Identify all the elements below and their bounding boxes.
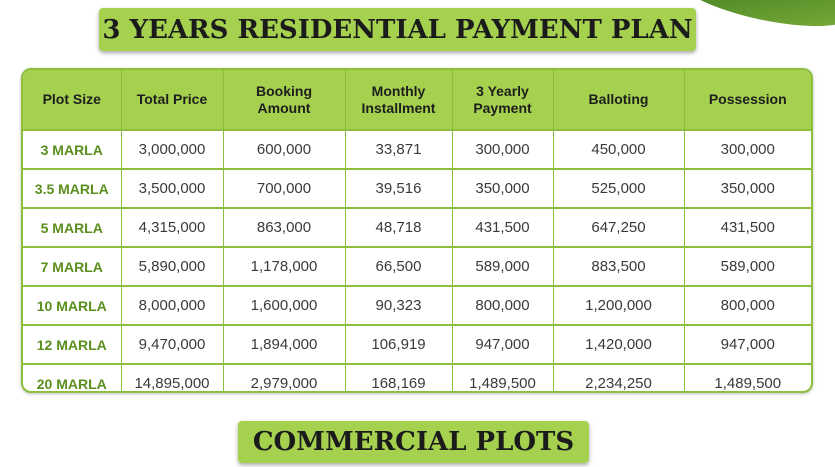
total-price-cell: 3,500,000	[121, 168, 224, 208]
table-row: 10 MARLA 8,000,000 1,600,000 90,323 800,…	[23, 285, 811, 325]
yearly-payment-cell: 800,000	[452, 285, 554, 325]
monthly-installment-cell: 39,516	[345, 168, 453, 208]
table-row: 3 MARLA 3,000,000 600,000 33,871 300,000…	[23, 129, 811, 169]
booking-amount-cell: 700,000	[223, 168, 346, 208]
table-row: 12 MARLA 9,470,000 1,894,000 106,919 947…	[23, 324, 811, 364]
table-row: 20 MARLA 14,895,000 2,979,000 168,169 1,…	[23, 363, 811, 391]
monthly-installment-cell: 33,871	[345, 129, 453, 169]
yearly-payment-cell: 589,000	[452, 246, 554, 286]
header-balloting: Balloting	[553, 70, 685, 130]
table-row: 7 MARLA 5,890,000 1,178,000 66,500 589,0…	[23, 246, 811, 286]
total-price-cell: 5,890,000	[121, 246, 224, 286]
header-yearly-payment: 3 Yearly Payment	[452, 70, 554, 130]
possession-cell: 1,489,500	[684, 363, 811, 391]
balloting-cell: 883,500	[553, 246, 685, 286]
total-price-cell: 9,470,000	[121, 324, 224, 364]
plot-size-cell: 7 MARLA	[23, 246, 122, 286]
balloting-cell: 2,234,250	[553, 363, 685, 391]
balloting-cell: 647,250	[553, 207, 685, 247]
monthly-installment-cell: 168,169	[345, 363, 453, 391]
header-total-price: Total Price	[121, 70, 224, 130]
monthly-installment-cell: 106,919	[345, 324, 453, 364]
balloting-cell: 525,000	[553, 168, 685, 208]
yearly-payment-cell: 947,000	[452, 324, 554, 364]
plot-size-cell: 20 MARLA	[23, 363, 122, 391]
section-heading-commercial: COMMERCIAL PLOTS	[238, 421, 589, 463]
table-row: 3.5 MARLA 3,500,000 700,000 39,516 350,0…	[23, 168, 811, 208]
booking-amount-cell: 1,600,000	[223, 285, 346, 325]
plot-size-cell: 10 MARLA	[23, 285, 122, 325]
yearly-payment-cell: 431,500	[452, 207, 554, 247]
balloting-cell: 1,420,000	[553, 324, 685, 364]
balloting-cell: 1,200,000	[553, 285, 685, 325]
yearly-payment-cell: 1,489,500	[452, 363, 554, 391]
booking-amount-cell: 863,000	[223, 207, 346, 247]
page-title: 3 YEARS RESIDENTIAL PAYMENT PLAN	[99, 8, 696, 51]
header-plot-size: Plot Size	[23, 70, 122, 130]
yearly-payment-cell: 350,000	[452, 168, 554, 208]
header-booking-amount: Booking Amount	[223, 70, 346, 130]
possession-cell: 800,000	[684, 285, 811, 325]
table-header-row: Plot Size Total Price Booking Amount Mon…	[23, 70, 811, 130]
total-price-cell: 8,000,000	[121, 285, 224, 325]
plot-size-cell: 3 MARLA	[23, 129, 122, 169]
possession-cell: 350,000	[684, 168, 811, 208]
monthly-installment-cell: 48,718	[345, 207, 453, 247]
header-possession: Possession	[684, 70, 811, 130]
payment-plan-table: Plot Size Total Price Booking Amount Mon…	[21, 68, 813, 393]
possession-cell: 300,000	[684, 129, 811, 169]
booking-amount-cell: 1,894,000	[223, 324, 346, 364]
yearly-payment-cell: 300,000	[452, 129, 554, 169]
booking-amount-cell: 600,000	[223, 129, 346, 169]
monthly-installment-cell: 66,500	[345, 246, 453, 286]
table-row: 5 MARLA 4,315,000 863,000 48,718 431,500…	[23, 207, 811, 247]
possession-cell: 431,500	[684, 207, 811, 247]
plot-size-cell: 3.5 MARLA	[23, 168, 122, 208]
possession-cell: 947,000	[684, 324, 811, 364]
plot-size-cell: 12 MARLA	[23, 324, 122, 364]
plot-size-cell: 5 MARLA	[23, 207, 122, 247]
balloting-cell: 450,000	[553, 129, 685, 169]
total-price-cell: 3,000,000	[121, 129, 224, 169]
monthly-installment-cell: 90,323	[345, 285, 453, 325]
possession-cell: 589,000	[684, 246, 811, 286]
booking-amount-cell: 1,178,000	[223, 246, 346, 286]
total-price-cell: 14,895,000	[121, 363, 224, 391]
total-price-cell: 4,315,000	[121, 207, 224, 247]
booking-amount-cell: 2,979,000	[223, 363, 346, 391]
leaf-decoration	[671, 0, 835, 39]
header-monthly-installment: Monthly Installment	[345, 70, 453, 130]
